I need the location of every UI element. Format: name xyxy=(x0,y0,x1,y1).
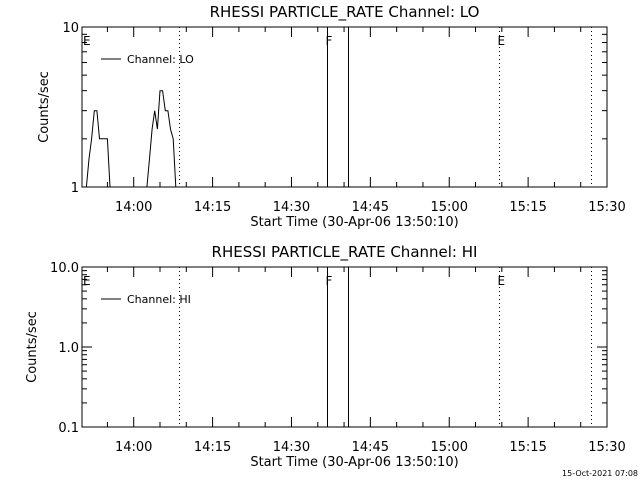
chart-panel-2: RHESSI PARTICLE_RATE Channel: HI 14:00 14:… xyxy=(25,243,626,470)
x-tick-label: 14:15 xyxy=(194,440,231,455)
x-axis-label: Start Time (30-Apr-06 13:50:10) xyxy=(250,455,458,470)
x-tick-label: 14:45 xyxy=(352,440,389,455)
y-tick-label: 1.0 xyxy=(58,341,79,356)
x-tick-label: 15:00 xyxy=(431,200,468,215)
event-marker-label: E xyxy=(83,34,91,48)
x-tick-label: 15:00 xyxy=(431,440,468,455)
event-marker-label: E xyxy=(83,274,91,288)
y-tick-label: 1 xyxy=(71,181,79,196)
y-axis-label: Counts/sec xyxy=(37,71,52,143)
plot-frame xyxy=(81,26,608,188)
x-tick-label: 14:30 xyxy=(273,440,310,455)
y-tick-label: 10.0 xyxy=(50,261,79,276)
y-tick-label: 0.1 xyxy=(58,421,79,436)
x-tick-label: 15:30 xyxy=(588,200,625,215)
x-tick-label: 15:15 xyxy=(509,200,546,215)
y-axis-label: Counts/sec xyxy=(25,311,40,383)
y-tick-label: 10 xyxy=(62,21,79,36)
chart-panel-1: RHESSI PARTICLE_RATE Channel: LO 14:00 14:… xyxy=(37,3,626,230)
event-marker-label: F xyxy=(326,34,333,48)
series-line-channel-lo xyxy=(85,90,177,188)
chart-title: RHESSI PARTICLE_RATE Channel: HI xyxy=(212,243,478,262)
x-tick-label: 15:30 xyxy=(588,440,625,455)
event-marker-label: E xyxy=(498,274,506,288)
x-tick-label: 14:15 xyxy=(194,200,231,215)
event-marker-label: E xyxy=(498,34,506,48)
x-tick-label: 14:45 xyxy=(352,200,389,215)
event-marker-label: F xyxy=(326,274,333,288)
plot-frame xyxy=(81,266,608,428)
x-tick-label: 15:15 xyxy=(509,440,546,455)
timestamp-footer: 15-Oct-2021 07:08 xyxy=(562,469,638,478)
legend-label: Channel: LO xyxy=(127,53,194,66)
x-tick-label: 14:00 xyxy=(115,200,152,215)
x-tick-label: 14:00 xyxy=(115,440,152,455)
chart-title: RHESSI PARTICLE_RATE Channel: LO xyxy=(210,3,480,22)
x-tick-label: 14:30 xyxy=(273,200,310,215)
x-axis-label: Start Time (30-Apr-06 13:50:10) xyxy=(250,215,458,230)
legend-label: Channel: HI xyxy=(127,293,191,306)
